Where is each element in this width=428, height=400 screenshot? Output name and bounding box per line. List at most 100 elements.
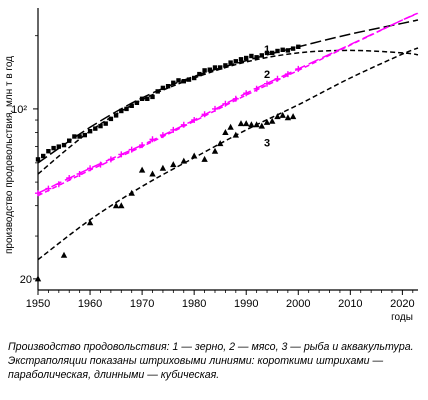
series-3-point	[86, 219, 94, 226]
series-1-point	[134, 100, 140, 105]
series-3-point	[201, 155, 208, 162]
curve-label-3: 3	[264, 138, 270, 150]
series-3-point	[159, 164, 167, 171]
series-1-point	[51, 145, 56, 151]
series-1-point	[46, 149, 51, 154]
series-2-point	[295, 65, 302, 72]
y-tick-label: 20	[20, 274, 32, 286]
series-1-point	[223, 63, 228, 68]
series-3-point	[243, 120, 250, 127]
series-1-point	[202, 68, 207, 73]
x-tick-label: 1950	[26, 298, 50, 310]
series-3-point	[217, 140, 224, 147]
series-1-point	[150, 94, 155, 100]
series-3-point	[284, 114, 292, 121]
series-1-point	[113, 113, 119, 118]
series-1-point	[212, 65, 218, 70]
series-2-point	[149, 136, 156, 143]
series-1-point	[259, 53, 264, 58]
series-1-point	[197, 71, 202, 77]
series-1-point	[244, 55, 249, 61]
series-3-point	[232, 131, 239, 138]
series-2-point	[232, 95, 239, 102]
series-3-point	[180, 157, 187, 164]
series-2-parabolic-fit	[37, 12, 419, 197]
y-axis-label: производство продовольствия, млн т в год	[4, 55, 15, 255]
series-1-point	[124, 106, 129, 112]
series-1-point	[87, 129, 93, 134]
series-1-point	[160, 85, 166, 91]
series-2-point	[66, 175, 73, 181]
x-tick-label: 1990	[234, 298, 258, 310]
series-3-point	[274, 113, 281, 120]
series-3-point	[211, 147, 219, 154]
x-axis-title: годы	[391, 312, 413, 323]
series-3-point	[191, 152, 198, 159]
series-2-point	[243, 90, 250, 97]
series-1-point	[35, 157, 41, 162]
series-3-point	[227, 123, 234, 130]
series-1-point	[171, 80, 176, 85]
series-3-point	[170, 161, 177, 168]
series-1-point	[77, 134, 82, 139]
series-2-point	[139, 142, 146, 149]
series-2-point	[76, 171, 83, 177]
series-2-point	[45, 185, 52, 192]
series-1-point	[218, 65, 223, 70]
series-1-point	[98, 123, 103, 129]
series-2-point	[212, 105, 218, 112]
series-1-parabolic-fit	[37, 49, 419, 175]
series-2-point	[222, 100, 229, 107]
x-tick-label: 2020	[390, 298, 414, 310]
series-2-point	[107, 156, 114, 163]
series-3-point	[34, 275, 42, 282]
series-2-point	[253, 85, 260, 92]
series-1-point	[56, 144, 61, 149]
series-3-point	[149, 170, 156, 177]
series-1-point	[119, 108, 124, 114]
series-1-point	[129, 103, 134, 108]
series-1-point	[108, 116, 114, 122]
series-3-point	[248, 121, 255, 128]
series-2-point	[159, 132, 166, 139]
series-1-point	[72, 134, 77, 139]
series-2-point	[201, 111, 208, 118]
series-2-point	[118, 151, 125, 158]
series-1-point	[207, 67, 212, 72]
series-1-point	[176, 78, 181, 83]
series-2-point	[180, 121, 187, 128]
labels-layer: 1 2 3	[264, 44, 270, 150]
series-1-point	[275, 48, 280, 54]
series-1-point	[186, 77, 192, 82]
x-tick-label: 2000	[286, 298, 310, 310]
series-3-point	[138, 166, 146, 173]
series-3-point	[263, 118, 271, 125]
series-1-point	[139, 96, 145, 101]
series-2-point	[97, 161, 104, 168]
axes: 1950 1960 1970 1980 1990 2000 2010 2020 годы 20 10…	[11, 8, 418, 323]
series-3-point	[118, 202, 125, 209]
x-tick-label: 2010	[338, 298, 362, 310]
x-tick-label: 1970	[130, 298, 154, 310]
series-1-point	[181, 79, 186, 84]
series-2-point	[170, 126, 177, 133]
series-3-point	[253, 121, 260, 128]
series-1-point	[103, 121, 108, 126]
series-1-cubic-fit	[37, 19, 419, 164]
series-2-point	[274, 75, 281, 82]
x-tick-label: 1960	[78, 298, 102, 310]
series-1-point	[296, 44, 301, 49]
series-3-point	[112, 202, 120, 209]
series-3-point	[269, 117, 276, 124]
series-1-point	[280, 47, 285, 52]
series-1-point	[249, 53, 254, 59]
series-1-point	[165, 84, 171, 89]
series-1-point	[254, 55, 259, 60]
series-3-parabolic-fit	[37, 47, 419, 261]
food-production-chart: 1950 1960 1970 1980 1990 2000 2010 2020 годы 20 10…	[11, 8, 419, 323]
series-3-point	[237, 120, 245, 127]
series-1-point	[145, 96, 150, 101]
series-1-point	[192, 75, 197, 81]
series-1-point	[228, 60, 233, 65]
series-3-point	[128, 189, 135, 196]
